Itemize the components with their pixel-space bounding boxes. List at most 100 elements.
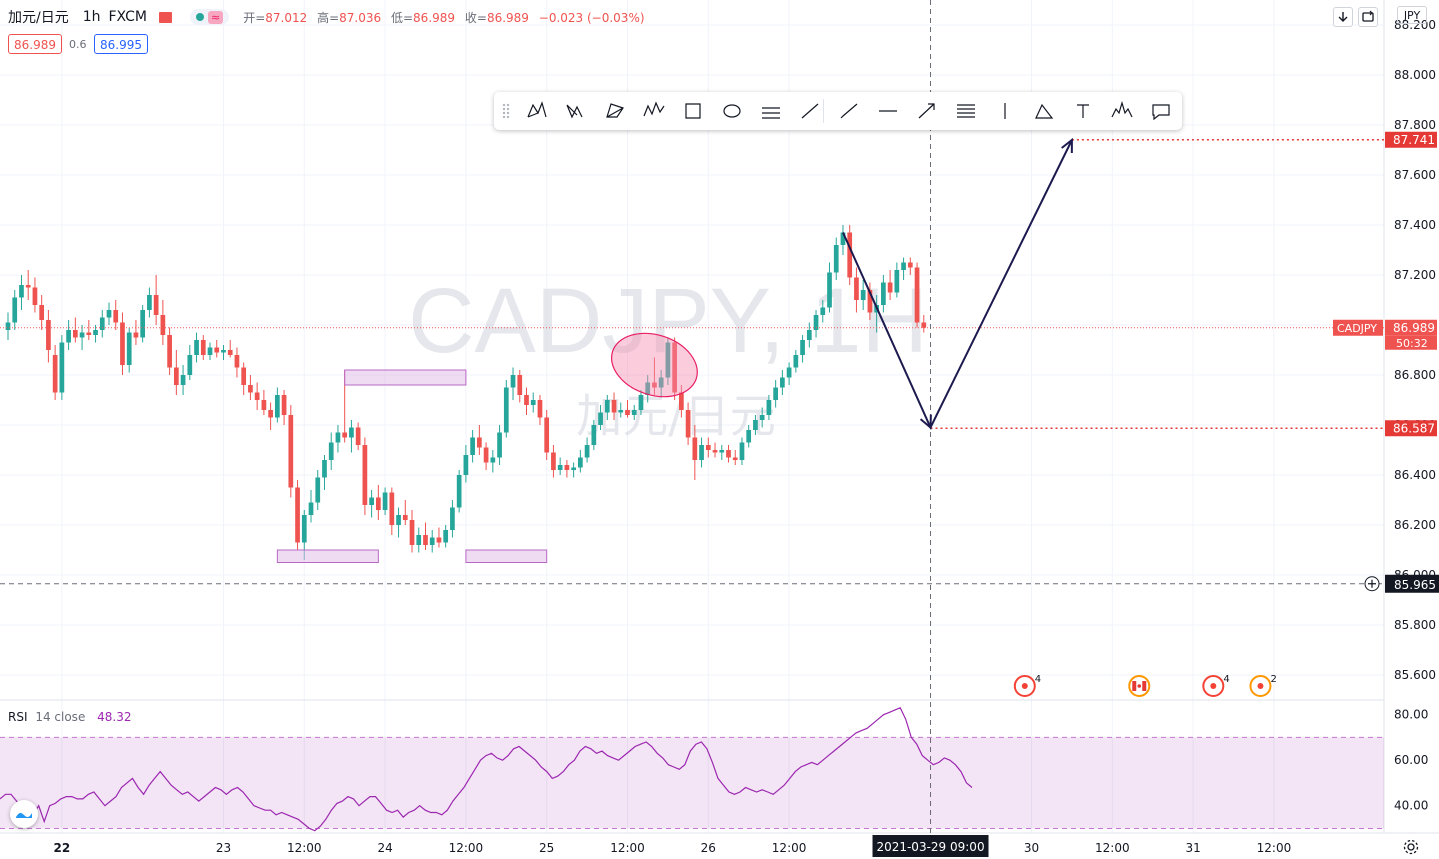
candle-body [692,437,698,460]
price-axis-tick-label: 85.600 [1394,668,1436,682]
candle-body [921,322,927,328]
canada-flag-icon[interactable] [1128,675,1151,697]
rsi-pane [0,707,1384,832]
crosshair-time-badge-bg [872,835,989,857]
candle-body [227,350,233,355]
candle-body [578,457,583,468]
close-label: 收= [464,10,487,25]
buy-price-button[interactable]: 86.995 [94,34,148,54]
candle-body [389,492,395,525]
candle-body [456,475,462,508]
parallel-channel-icon[interactable] [758,99,784,123]
rectangle-icon[interactable] [680,99,706,123]
candle-body [429,537,435,545]
drag-handle-icon[interactable] [502,103,510,119]
crosshair-price-badge-bg [1385,574,1439,593]
candle-body [402,515,408,520]
status-pill[interactable]: ≈ [189,9,230,25]
candle-body [46,320,51,350]
candle-body [800,340,805,355]
rsi-band-fill [0,737,1384,829]
economic-event-icon[interactable]: 2 [1249,674,1277,697]
ellipse-icon[interactable] [719,99,745,123]
economic-event-icon[interactable]: 4 [1202,674,1230,697]
candle-body [248,385,253,393]
candle-body [423,535,428,545]
support-box-left [276,549,379,563]
candle-body [631,410,637,415]
candle-body [584,445,590,458]
arrow-icon[interactable] [914,99,940,123]
candle-body [79,332,85,338]
candle-body [349,427,354,438]
candle-body [133,332,139,338]
refresh-icon[interactable] [1358,7,1378,27]
price-axis-tick-label: 86.200 [1394,518,1436,532]
candle-body [409,520,415,545]
fib-retracement-icon[interactable] [953,99,979,123]
candle-body [355,427,361,445]
candle-body [39,305,45,320]
symbol-name[interactable]: 加元/日元 [8,10,69,26]
elliott-wave-icon[interactable] [641,99,667,123]
time-axis-tick-label: 31 [1185,841,1200,855]
candle-body [483,447,489,463]
candle-body [907,262,913,268]
candle-body [281,395,287,415]
candle-body [301,515,307,543]
candle-body [611,400,617,413]
economic-event-icon[interactable]: 4 [1013,674,1041,697]
arrow-down-icon[interactable] [1333,7,1353,27]
xabcd-pattern-icon[interactable] [524,99,550,123]
price-axis-tick-label: 86.800 [1394,368,1436,382]
countdown-badge: 50:32 [1396,337,1428,350]
interval-label[interactable]: 1h [82,9,101,25]
text-icon[interactable] [1070,99,1096,123]
gear-icon[interactable] [1402,838,1420,856]
target-level-badge: 87.741 [1393,133,1435,147]
high-label: 高= [317,10,340,25]
candle-body [712,450,718,453]
candle-body [867,290,873,313]
candle-body [59,342,65,393]
candle-body [571,467,576,470]
candle-body [598,412,603,425]
candle-body [887,282,893,293]
sell-price-button[interactable]: 86.989 [8,34,62,54]
vertical-line-icon[interactable] [992,99,1018,123]
candle-body [99,317,105,330]
exchange-label[interactable]: FXCM [108,9,147,25]
time-axis-tick-label: 12:00 [287,841,322,855]
candle-body [450,507,455,530]
symbol-badge: CADJPY [1337,322,1377,335]
open-value: 87.012 [265,10,308,25]
candle-body [658,377,664,388]
candle-body [901,262,906,270]
tradingview-logo-icon[interactable] [10,800,38,828]
trend-line-icon[interactable] [797,99,824,123]
candle-body [382,492,388,510]
callout-icon[interactable] [1148,99,1174,123]
candle-body [25,285,31,288]
rsi-params: 14 close [35,710,86,724]
rsi-line [0,707,973,832]
candle-body [207,347,213,355]
candle-body [726,450,731,458]
head-shoulders-icon[interactable] [1109,99,1135,123]
candle-body [510,375,516,388]
candle-body [914,267,920,323]
abcd-pattern-icon[interactable] [602,99,628,123]
highlight-ellipse [610,332,698,398]
currency-button[interactable]: JPY [1397,6,1427,24]
cypher-pattern-icon[interactable] [563,99,589,123]
candle-body [679,392,684,410]
triangle-pattern-icon[interactable] [1031,99,1057,123]
candle-body [759,415,765,420]
time-axis-tick-label: 22 [54,841,71,855]
ray-icon[interactable] [836,99,862,123]
rsi-name[interactable]: RSI [8,710,28,724]
candle-body [820,307,826,315]
horizontal-ray-icon[interactable] [875,99,901,123]
